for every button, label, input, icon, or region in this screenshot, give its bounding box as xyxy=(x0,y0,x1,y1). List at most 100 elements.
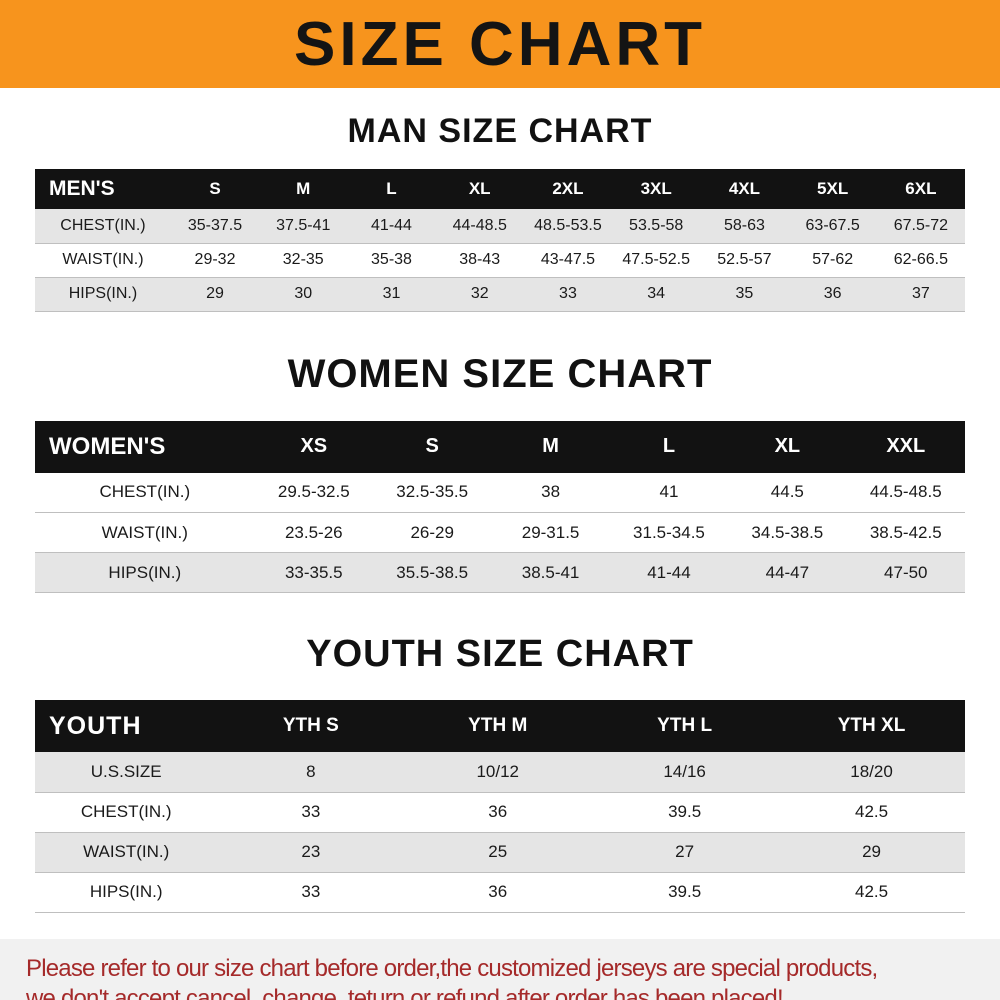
measurement-value: 48.5-53.5 xyxy=(523,209,613,244)
measurement-value: 33 xyxy=(217,872,405,913)
size-column-header: 2XL xyxy=(552,179,584,198)
measurement-value: 47-50 xyxy=(846,552,965,593)
measurement-value: 18/20 xyxy=(778,752,965,793)
measurement-value: 29-31.5 xyxy=(491,512,610,553)
measurement-value: 10/12 xyxy=(404,752,592,793)
measurement-label: WAIST(IN.) xyxy=(35,832,218,873)
measurement-value: 44.5 xyxy=(728,472,847,513)
measurement-value: 44-47 xyxy=(728,552,847,593)
measurement-value: 31.5-34.5 xyxy=(609,512,729,553)
size-column-header: S xyxy=(425,435,439,457)
measurement-value: 29-32 xyxy=(170,243,260,278)
measurement-row: WAIST(IN.) 29-32 32-35 35-38 38-43 43-47.5 47.… xyxy=(35,243,965,278)
measurement-value: 36 xyxy=(788,277,877,312)
table-header-row: YOUTH YTH S YTH M YTH L YTH XL xyxy=(35,700,965,752)
measurement-row: CHEST(IN.) 35-37.5 37.5-41 41-44 44-48.5 48.5… xyxy=(35,209,965,244)
size-column-header: M xyxy=(296,179,311,198)
measurement-value: 29.5-32.5 xyxy=(254,472,373,513)
size-column-header: L xyxy=(662,435,676,457)
man-size-section: MAN SIZE CHART MEN'S S M L XL 2XL 3XL 4XL 5XL 6XL… xyxy=(0,112,1000,312)
measurement-label: HIPS(IN.) xyxy=(35,872,218,913)
measurement-value: 38-43 xyxy=(435,243,524,278)
women-chart-heading: WOMEN SIZE CHART xyxy=(287,351,713,396)
table-title-cell: YOUTH xyxy=(49,711,142,740)
size-column-header: YTH M xyxy=(468,715,528,736)
table-title-cell: MEN'S xyxy=(49,177,115,200)
measurement-label: HIPS(IN.) xyxy=(35,277,171,312)
measurement-value: 36 xyxy=(404,792,592,833)
measurement-value: 32 xyxy=(435,277,524,312)
size-column-header: YTH XL xyxy=(837,715,906,736)
measurement-value: 34.5-38.5 xyxy=(728,512,847,553)
measurement-value: 8 xyxy=(217,752,405,793)
measurement-value: 25 xyxy=(404,832,592,873)
measurement-label: CHEST(IN.) xyxy=(35,792,218,833)
measurement-value: 47.5-52.5 xyxy=(612,243,701,278)
measurement-value: 29 xyxy=(778,832,965,873)
measurement-label: U.S.SIZE xyxy=(35,752,218,793)
measurement-value: 58-63 xyxy=(700,209,789,244)
measurement-row: CHEST(IN.) 29.5-32.5 32.5-35.5 38 41 44.5 44.5… xyxy=(35,472,965,513)
measurement-label: CHEST(IN.) xyxy=(35,472,255,513)
measurement-value: 44-48.5 xyxy=(435,209,524,244)
measurement-row: CHEST(IN.) 33 36 39.5 42.5 xyxy=(35,792,965,833)
measurement-value: 41-44 xyxy=(347,209,436,244)
measurement-value: 44.5-48.5 xyxy=(846,472,965,513)
measurement-value: 35-38 xyxy=(347,243,436,278)
measurement-value: 42.5 xyxy=(778,792,965,833)
measurement-value: 39.5 xyxy=(591,872,779,913)
table-header-row: WOMEN'S XS S M L XL XXL xyxy=(35,420,965,473)
measurement-row: U.S.SIZE 8 10/12 14/16 18/20 xyxy=(35,752,965,793)
measurement-value: 35.5-38.5 xyxy=(372,552,492,593)
man-size-table: MEN'S S M L XL 2XL 3XL 4XL 5XL 6XL CHEST(IN.) 35-37… xyxy=(35,169,965,312)
size-column-header: XL xyxy=(774,435,801,457)
table-title-cell: WOMEN'S xyxy=(49,432,166,460)
measurement-value: 32-35 xyxy=(259,243,348,278)
measurement-label: WAIST(IN.) xyxy=(35,243,171,278)
measurement-value: 29 xyxy=(170,277,260,312)
man-chart-heading: MAN SIZE CHART xyxy=(347,112,653,150)
youth-size-section: YOUTH SIZE CHART YOUTH YTH S YTH M YTH L YTH… xyxy=(0,633,1000,913)
measurement-value: 33-35.5 xyxy=(254,552,373,593)
measurement-label: CHEST(IN.) xyxy=(35,209,171,244)
measurement-value: 33 xyxy=(217,792,405,833)
measurement-row: WAIST(IN.) 23 25 27 29 xyxy=(35,832,965,873)
size-column-header: M xyxy=(542,435,559,457)
measurement-value: 33 xyxy=(523,277,613,312)
measurement-value: 62-66.5 xyxy=(876,243,965,278)
measurement-value: 36 xyxy=(404,872,592,913)
measurement-row: HIPS(IN.) 33-35.5 35.5-38.5 38.5-41 41-44 44-… xyxy=(35,552,965,593)
measurement-value: 41 xyxy=(609,472,729,513)
measurement-value: 14/16 xyxy=(591,752,779,793)
measurement-value: 57-62 xyxy=(788,243,877,278)
size-column-header: S xyxy=(209,179,221,198)
size-column-header: 4XL xyxy=(728,179,760,198)
measurement-value: 26-29 xyxy=(372,512,492,553)
measurement-value: 67.5-72 xyxy=(876,209,965,244)
measurement-value: 43-47.5 xyxy=(523,243,613,278)
measurement-value: 38.5-41 xyxy=(491,552,610,593)
measurement-row: HIPS(IN.) 33 36 39.5 42.5 xyxy=(35,872,965,913)
measurement-value: 30 xyxy=(259,277,348,312)
size-chart-banner: SIZE CHART xyxy=(0,0,1000,88)
size-column-header: 6XL xyxy=(905,179,937,198)
measurement-value: 34 xyxy=(612,277,701,312)
size-column-header: 5XL xyxy=(817,179,849,198)
measurement-value: 41-44 xyxy=(609,552,729,593)
table-header-row: MEN'S S M L XL 2XL 3XL 4XL 5XL 6XL xyxy=(35,169,965,209)
measurement-value: 23 xyxy=(217,832,405,873)
measurement-value: 63-67.5 xyxy=(788,209,877,244)
size-column-header: YTH L xyxy=(657,715,713,736)
measurement-value: 35 xyxy=(700,277,789,312)
size-column-header: XL xyxy=(468,179,491,198)
size-column-header: 3XL xyxy=(640,179,672,198)
measurement-value: 53.5-58 xyxy=(612,209,701,244)
women-size-section: WOMEN SIZE CHART WOMEN'S XS S M L XL XXL CHEST(… xyxy=(0,351,1000,593)
measurement-value: 23.5-26 xyxy=(254,512,373,553)
banner-title: SIZE CHART xyxy=(294,9,706,79)
measurement-value: 42.5 xyxy=(778,872,965,913)
measurement-row: HIPS(IN.) 29 30 31 32 33 34 35 36 37 xyxy=(35,277,965,312)
measurement-label: HIPS(IN.) xyxy=(35,552,255,593)
size-column-header: XXL xyxy=(886,435,926,457)
youth-chart-heading: YOUTH SIZE CHART xyxy=(306,633,694,675)
